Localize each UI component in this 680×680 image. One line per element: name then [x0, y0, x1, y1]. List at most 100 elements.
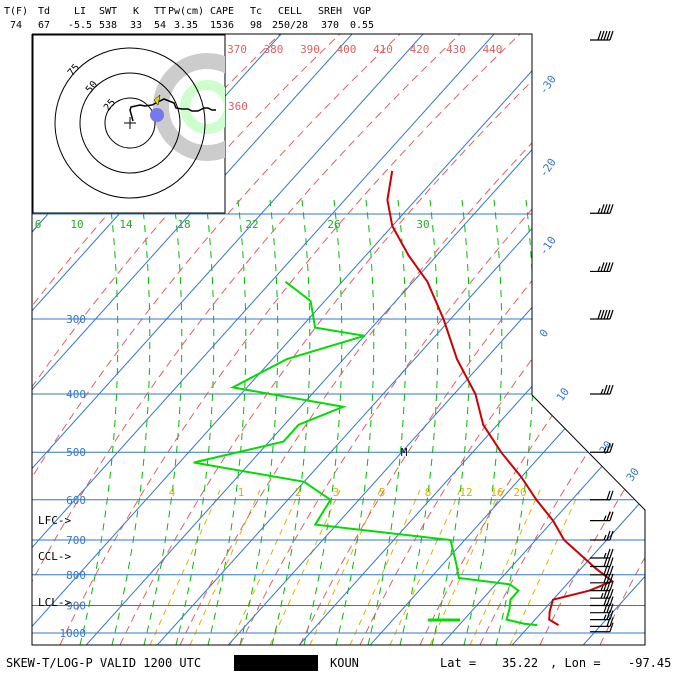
wind-barb-flag: [603, 262, 608, 272]
wind-barb-flag: [597, 208, 601, 214]
header-param-value: 33: [129, 20, 143, 31]
wind-barb-flag: [609, 557, 614, 567]
wind-barb-flag: [609, 204, 614, 214]
wind-barb-flag: [600, 262, 605, 272]
pressure-label: 700: [66, 534, 86, 547]
pressure-label: 500: [66, 446, 86, 459]
footer-station: KOUN: [330, 656, 359, 670]
wind-barb-flag: [606, 30, 611, 41]
moist-adiabat-line: [335, 199, 375, 645]
level-marker-label: LCL->: [38, 596, 71, 609]
header-param-value: 54: [153, 20, 167, 31]
wind-barb-flag: [609, 610, 614, 620]
header-param-label: TT: [153, 6, 167, 17]
theta-label: 430: [446, 43, 466, 56]
moist-adiabat-line: [431, 199, 471, 645]
footer-lon-value: -97.45: [628, 656, 672, 670]
wind-barb-flag: [609, 581, 614, 591]
wind-barb-flag: [600, 309, 605, 320]
wind-barb-flag: [609, 617, 614, 627]
header-param-value: 98: [249, 20, 263, 31]
wind-barb-flag: [606, 309, 611, 320]
wind-barb-flag: [606, 530, 611, 541]
header-param-label: SWT: [98, 6, 118, 17]
wind-barb-flag: [609, 30, 614, 41]
pressure-label: 600: [66, 494, 86, 507]
header-param-label: Pw(cm): [167, 6, 205, 17]
wind-barb-flag: [603, 552, 607, 559]
wind-barb-flag: [600, 30, 605, 41]
header-param-label: LI: [73, 6, 87, 17]
wind-barb-flag: [606, 490, 611, 500]
mixing-ratio-label: 2: [295, 486, 302, 499]
wind-barb-flag: [603, 384, 608, 395]
header-param-value: 74: [9, 20, 23, 31]
pw-label: 30: [416, 218, 429, 231]
moist-adiabat-line: [303, 199, 343, 645]
wind-barb-flag: [609, 603, 614, 613]
mixing-ratio-label: 8: [425, 486, 432, 499]
isotherm-line: [32, 34, 567, 645]
dry-adiabat-line: [119, 34, 581, 645]
theta-label: 440: [483, 43, 503, 56]
isotherm-label: -30: [537, 73, 559, 97]
footer-lat-value: 35.22: [502, 656, 539, 670]
wind-barb-flag: [603, 565, 608, 575]
footer-bar: SKEW-T/LOG-P VALID 1200 UTC KOUN Lat = 3…: [0, 655, 680, 675]
header-param-value: -5.5: [67, 20, 93, 31]
isotherm-line: [369, 34, 645, 645]
isotherm-label: -20: [537, 156, 559, 180]
dry-adiabat-line: [32, 34, 461, 645]
mixing-ratio-label: 5: [379, 486, 386, 499]
hodograph-ring: [104, 97, 156, 149]
header-param-label: VGP: [352, 6, 372, 17]
redacted-date-box: [234, 655, 318, 671]
temperature-profile-line: [386, 170, 615, 626]
wind-barb-flag: [609, 490, 614, 500]
moist-adiabat-line: [207, 199, 247, 645]
isotherm-label: -10: [537, 234, 559, 258]
mixing-ratio-label: 1: [238, 486, 245, 499]
pressure-label: 800: [66, 569, 86, 582]
parameter-header: T(F) 74 Td 67 LI -5.5 SWT 538 K 33 TT 54 Pw(cm) 3.35 C…: [0, 0, 680, 34]
dry-adiabat-line: [32, 34, 341, 645]
wind-barb-flag: [609, 530, 614, 541]
moist-adiabat-line: [175, 199, 215, 645]
level-marker-label: LFC->: [38, 514, 71, 527]
wind-barb-flag: [600, 204, 605, 214]
wind-barb-flag: [609, 596, 614, 606]
wind-barb-flag: [609, 443, 614, 453]
isotherm-line: [654, 32, 680, 645]
wind-barb-flag: [609, 573, 614, 584]
wind-barb-flag: [603, 309, 608, 320]
wind-barb-flag: [606, 262, 611, 272]
wind-barb-flag: [609, 511, 614, 521]
footer-lon-label: , Lon =: [550, 656, 601, 670]
dry-adiabat-line: [179, 34, 641, 645]
dry-adiabat-line: [32, 34, 401, 645]
isotherm-line: [32, 34, 496, 645]
moist-adiabat-line: [495, 199, 535, 645]
header-param-label: CAPE: [209, 6, 235, 17]
wind-barb-flag: [609, 548, 614, 559]
moist-adiabat-line: [143, 199, 183, 645]
header-param-value: 370: [320, 20, 340, 31]
dry-adiabat-line: [359, 34, 645, 645]
plot-frame: [31, 33, 646, 646]
header-param-value: 250/28: [271, 20, 309, 31]
wind-barb-flag: [606, 548, 611, 559]
dry-adiabat-line: [239, 34, 645, 645]
wind-barb-flag: [609, 384, 614, 395]
isotherm-label: 10: [554, 385, 572, 403]
wind-barb-flag: [609, 588, 614, 599]
pw-label: 10: [70, 218, 83, 231]
isotherm-line: [227, 34, 645, 645]
pressure-label: 1000: [60, 627, 87, 640]
pressure-label: 400: [66, 388, 86, 401]
dry-adiabat-line: [419, 34, 645, 645]
moist-adiabat-line: [111, 199, 151, 645]
hodograph-motion-arrow: [153, 94, 161, 106]
header-param-label: T(F): [3, 6, 29, 17]
pressure-label: 900: [66, 600, 86, 613]
